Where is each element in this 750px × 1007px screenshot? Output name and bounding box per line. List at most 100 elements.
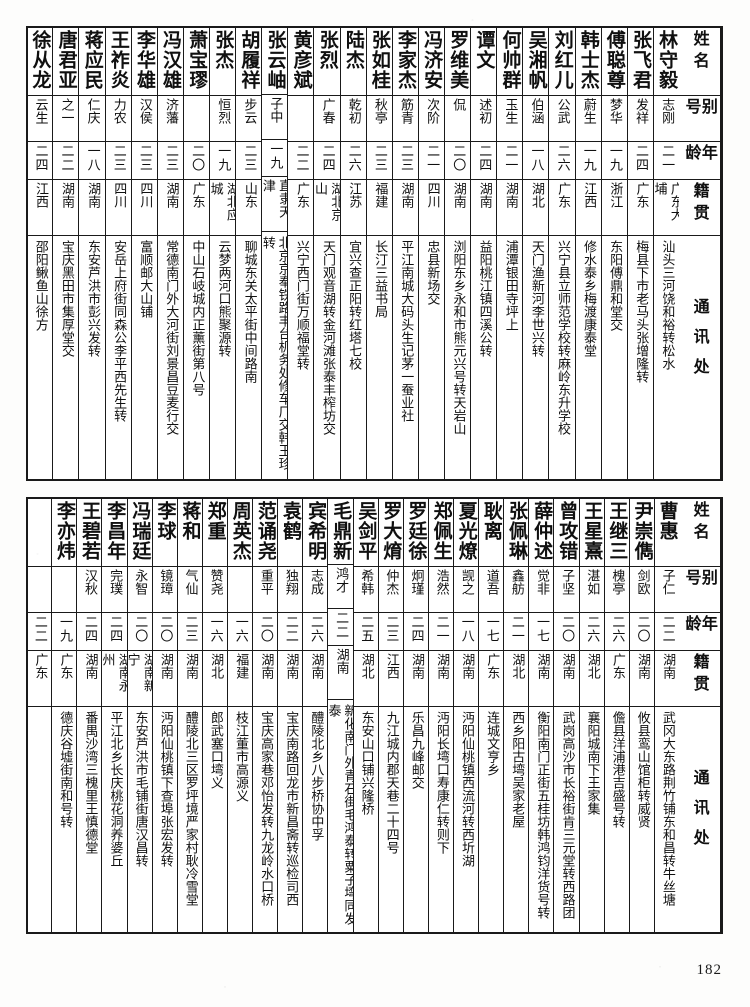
entry-alias-text: 鸿才 <box>333 566 349 593</box>
entry-age-cell: 二〇 <box>445 142 471 180</box>
entry-name-text: 张杰 <box>212 30 235 70</box>
roster-entry-column: 蒋和 气仙 二三 湖南 醴陵北三区罗坪境严家村耿冷雪堂 <box>176 499 202 932</box>
roster-entry-column: 尹崇儁 剑欧 二〇 湖南 攸县鸾山馆柜转威贤 <box>628 499 654 932</box>
entry-address-text: 沔阳仙桃镇下查埠张宏发转 <box>157 711 173 867</box>
row-label-address: 通讯处 <box>679 236 720 479</box>
entry-alias-text: 步云 <box>241 98 257 124</box>
entry-age-text: 二二 <box>31 615 47 643</box>
entry-alias-cell: 炯瑾 <box>403 567 428 613</box>
entry-name-text: 吴剑平 <box>355 501 378 561</box>
entry-address-cell: 宝庆高家巷邓怡发转九龙岭水口桥 <box>253 707 277 932</box>
entry-origin-text: 湖南 <box>398 182 414 208</box>
roster-entry-column: 张如桂 秋亭 二三 福建 长汀三益书局 <box>365 28 392 479</box>
entry-age-text: 二三 <box>110 144 126 172</box>
entry-age-cell: 一九 <box>52 613 77 651</box>
entry-alias-cell <box>288 96 314 142</box>
entry-alias-cell: 槐亭 <box>604 567 629 613</box>
roster-entry-column: 傅聪尊 梦华 一九 浙江 东阳傅鼎和堂交 <box>600 28 627 479</box>
page-number: 182 <box>696 962 722 978</box>
entry-name-cell: 夏光燎 <box>454 499 479 567</box>
entry-age-cell: 二六 <box>579 613 604 651</box>
entry-age-text: 二四 <box>632 144 648 172</box>
entry-address-text: 宝庆高家巷邓怡发转九龙岭水口桥 <box>258 711 274 906</box>
entry-name-cell: 陆杰 <box>340 28 366 96</box>
row-label-age: 年龄 <box>679 142 720 180</box>
entry-alias-cell: 永智 <box>127 567 152 613</box>
roster-entry-column: 李家杰 筋青 二三 湖南 平江南城大码头生记茅一蚕业社 <box>391 28 418 479</box>
entry-origin-cell: 广东 <box>549 180 575 236</box>
entry-address-text: 东阳傅鼎和堂交 <box>607 240 623 331</box>
entry-address-cell: 长汀三益书局 <box>367 236 392 479</box>
entry-alias-cell: 秋亭 <box>366 96 392 142</box>
entry-name-text: 萧宝璆 <box>186 30 209 90</box>
entry-alias-text: 广春 <box>319 98 335 124</box>
entry-origin-text: 浙江 <box>607 182 623 208</box>
entry-origin-cell: 湖南 <box>529 651 554 707</box>
entry-address-text: 沔阳仙桃镇西流河转西圻湖 <box>459 711 474 867</box>
entry-address-cell: 常德南门外大河街刘景昌豆麦行交 <box>158 236 183 479</box>
entry-origin-cell: 湖北应城 <box>210 180 236 236</box>
entry-origin-cell: 广东 <box>52 651 77 707</box>
entry-alias-cell: 广春 <box>314 96 340 142</box>
entry-name-cell: 谭文 <box>471 28 497 96</box>
entry-age-text: 一九 <box>215 144 231 172</box>
entry-origin-text: 湖南永州 <box>102 653 127 692</box>
entry-origin-text: 湖南 <box>182 653 198 679</box>
entry-alias-cell: 浩然 <box>428 567 454 613</box>
entry-address-cell: 梅县下市老马头张增隆转 <box>628 236 653 479</box>
entry-origin-cell: 湖南 <box>157 180 183 236</box>
entry-address-cell: 东安芦洪市毛铺街唐汉昌转 <box>128 707 152 932</box>
entry-age-text: 一八 <box>84 144 100 172</box>
entry-origin-cell: 湖南 <box>328 646 353 701</box>
entry-age-text: 二四 <box>408 615 424 643</box>
entry-age-text: 二二 <box>293 144 309 172</box>
entry-name-text: 张如桂 <box>368 30 391 90</box>
row-label-age: 年龄 <box>679 613 720 651</box>
entry-age-text: 一八 <box>458 615 474 643</box>
entry-age-text: 一九 <box>580 144 596 172</box>
row-label-name-text: 姓名 <box>690 30 710 74</box>
roster-entry-column: 郑重 赞尧 一六 湖北 郎武塞口塆义 <box>201 499 228 932</box>
roster-entry-column: 王星熹 湛如 二六 湖北 襄阳城南下王家集 <box>578 499 604 932</box>
entry-age-cell: 二三 <box>366 142 392 180</box>
roster-entry-column: 张烈 广春 二四 湖北京山 天门观音湖转金河滩张泰丰榨坊交 <box>313 28 340 479</box>
roster-entry-column: 耿离 道吾 一七 广东 连城文亨乡 <box>478 499 504 932</box>
entry-address-cell: 宜兴查正阳转红塔七校 <box>341 236 366 479</box>
entry-name-text: 郑重 <box>204 501 227 541</box>
entry-age-text: 二一 <box>659 144 675 172</box>
entry-name-cell: 冯汉雄 <box>157 28 183 96</box>
entry-name-cell: 吴剑平 <box>353 499 378 567</box>
entry-origin-cell: 湖南 <box>497 180 523 236</box>
entry-origin-cell: 广东 <box>627 180 653 236</box>
entry-name-cell: 曾攻错 <box>554 499 579 567</box>
entry-name-cell: 何帅群 <box>497 28 523 96</box>
entry-age-cell: 二三 <box>236 142 262 180</box>
entry-age-cell: 二〇 <box>629 613 654 651</box>
row-label-origin: 籍贯 <box>679 180 720 236</box>
entry-address-cell: 浏阳东乡永和市熊元兴号转天岩山 <box>445 236 470 479</box>
entry-alias-cell: 恒烈 <box>210 96 236 142</box>
entry-age-cell: 二二 <box>53 142 79 180</box>
roster-entry-column: 王继三 槐亭 二六 广东 儋县洋浦港吉盛号转 <box>603 499 629 932</box>
entry-address-text: 武岗高沙市长裕街肯三元堂转西路团 <box>559 711 575 919</box>
entry-age-text: 二四 <box>476 144 492 172</box>
entry-origin-cell: 江西 <box>575 180 601 236</box>
entry-address-cell: 宝庆南路回龙市新昌斋转巡检司西 <box>278 707 302 932</box>
row-label-origin-text: 籍贯 <box>690 653 710 697</box>
entry-alias-cell: 子坚 <box>554 567 579 613</box>
entry-origin-cell: 湖北 <box>579 651 604 707</box>
entry-age-text: 二三 <box>371 144 387 172</box>
entry-address-text: 乐昌九峰邮交 <box>408 711 424 789</box>
entry-alias-cell: 觊之 <box>454 567 479 613</box>
entry-alias-text: 志刚 <box>659 98 675 124</box>
entry-age-cell: 一七 <box>529 613 554 651</box>
entry-age-cell: 二三 <box>157 142 183 180</box>
roster-entry-column: 吴剑平 希韩 二五 湖北 东安山口铺兴隆桥 <box>352 499 378 932</box>
entry-origin-text: 湖南 <box>163 182 179 208</box>
roster-entry-column: 韩士杰 蔚生 一九 江西 修水泰乡梅渡康泰堂 <box>574 28 601 479</box>
entry-name-text: 王碧若 <box>79 501 102 561</box>
entry-alias-text: 秋亭 <box>371 98 387 124</box>
roster-entry-column: 王祚炎 力农 二三 四川 安岳上府街同森公李平西先生转 <box>104 28 131 479</box>
entry-origin-cell: 湖南 <box>471 180 497 236</box>
entry-age-text: 一八 <box>528 144 544 172</box>
